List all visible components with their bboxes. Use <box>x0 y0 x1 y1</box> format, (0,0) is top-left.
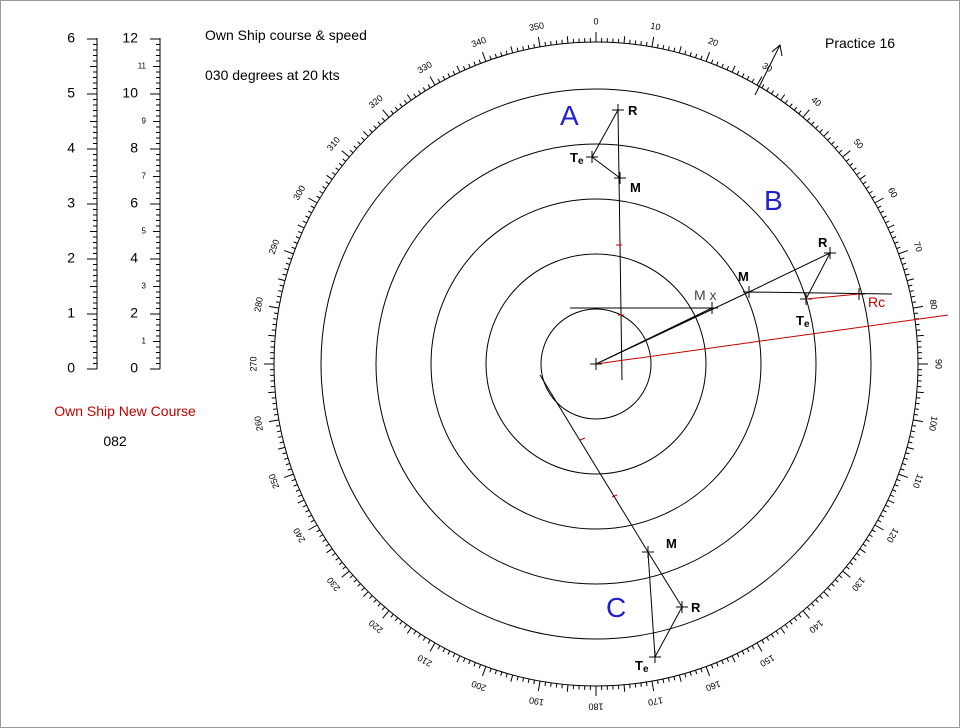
title: Own Ship course & speed <box>205 27 367 43</box>
label: R <box>691 600 701 615</box>
bearing-label: 110 <box>911 473 925 490</box>
range-rings <box>320 88 872 640</box>
scale-label: 1 <box>67 305 75 321</box>
range-ring <box>375 143 817 585</box>
scale-label: 6 <box>130 195 138 211</box>
label: e <box>578 156 584 167</box>
label-b: B <box>764 185 783 216</box>
label: Rc <box>868 294 885 310</box>
new-course-value: 082 <box>103 433 127 449</box>
plot-labels: A R M Te B R M Te M x Rc C M R Te <box>560 100 885 675</box>
plot-c-marks <box>590 358 688 663</box>
scale-label: 10 <box>122 85 138 101</box>
label: Te <box>796 313 810 330</box>
label: M x <box>694 287 717 303</box>
red-ticks <box>579 244 624 498</box>
bearing-label: 60 <box>886 186 900 200</box>
label: T <box>570 150 578 165</box>
label: e <box>804 319 810 330</box>
practice: Practice 16 <box>825 35 895 51</box>
bearing-label: 260 <box>252 415 264 432</box>
scale-label: 3 <box>67 195 75 211</box>
scale-minor-label: 5 <box>142 227 147 236</box>
bearing-label: 10 <box>650 21 662 33</box>
label: Te <box>635 658 649 675</box>
bearing-label: 200 <box>470 679 488 694</box>
label: R <box>818 235 828 250</box>
scale-label: 5 <box>67 85 75 101</box>
label: R <box>628 103 638 118</box>
bearing-label: 290 <box>267 238 282 256</box>
scale-label: 4 <box>130 250 138 266</box>
course-arrow <box>754 44 783 96</box>
label: e <box>643 664 649 675</box>
bearing-label: 170 <box>647 695 664 707</box>
compass-ticks <box>264 32 928 696</box>
bearing-label: 90 <box>934 359 944 369</box>
range-ring <box>485 253 707 475</box>
scale-label: 6 <box>67 30 75 46</box>
plot-a-marks <box>586 104 626 184</box>
range-ring <box>540 308 652 420</box>
scale-minor-label: 1 <box>142 337 147 346</box>
bearing-label: 340 <box>470 35 488 50</box>
scale-label: 0 <box>67 360 75 376</box>
label: M <box>666 536 677 551</box>
bearing-label: 50 <box>851 137 865 151</box>
scale-ticks <box>87 38 97 370</box>
scale-label: 4 <box>67 140 75 156</box>
range-ring <box>320 88 872 640</box>
label: Te <box>570 150 584 167</box>
range-ring <box>430 198 762 530</box>
bearing-label: 180 <box>588 702 603 712</box>
compass: 0 102030405060708090100110120130140150160… <box>248 16 943 711</box>
scale-label: 8 <box>130 140 138 156</box>
scale-label: 2 <box>130 305 138 321</box>
label-a: A <box>560 100 579 131</box>
bearing-label: 250 <box>267 472 282 490</box>
label: T <box>796 313 804 328</box>
scale-minor-label: 3 <box>142 282 147 291</box>
label-c: C <box>606 592 626 623</box>
bearing-label: 20 <box>707 36 720 49</box>
label: M <box>738 269 749 284</box>
bearing-label: 80 <box>928 299 940 311</box>
bearing-label: 270 <box>248 356 258 371</box>
new-course-label: Own Ship New Course <box>54 403 196 419</box>
plot-lines <box>539 44 949 663</box>
bearing-label: 280 <box>252 296 264 313</box>
bearing-label: 40 <box>809 94 823 108</box>
subtitle: 030 degrees at 20 kts <box>205 67 340 83</box>
bearing-label: 190 <box>528 695 545 707</box>
scale-ticks <box>150 38 160 370</box>
scale-minor-label: 11 <box>138 62 147 71</box>
scale-label: 0 <box>130 360 138 376</box>
scale-minor-label: 9 <box>142 117 147 126</box>
label: T <box>635 658 643 673</box>
bearing-label: 350 <box>528 20 545 32</box>
bearing-label: 160 <box>704 679 722 694</box>
bearing-label: 0 <box>593 16 598 26</box>
scale-minor-label: 7 <box>142 172 147 181</box>
scale-label: 2 <box>67 250 75 266</box>
bearing-label: 70 <box>912 240 925 253</box>
plot-b-red <box>595 293 949 365</box>
label: M <box>630 180 641 195</box>
scale-label: 12 <box>122 30 138 46</box>
bearing-label: 100 <box>927 415 939 432</box>
